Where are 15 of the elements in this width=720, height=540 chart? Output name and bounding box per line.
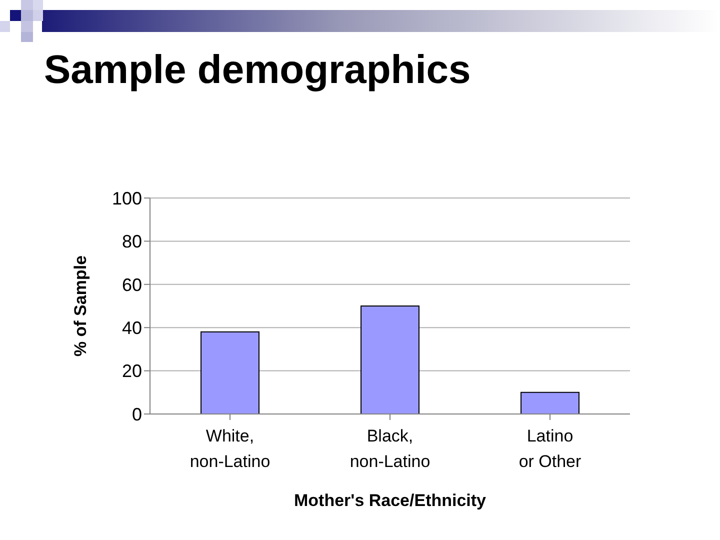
chart-title: Sample demographics	[44, 48, 471, 92]
y-tick-label: 0	[132, 404, 142, 424]
x-tick-label: Black, non-Latino	[350, 426, 430, 471]
y-tick-label: 80	[122, 232, 142, 252]
bar	[200, 331, 260, 414]
x-tick-label: Latino or Other	[518, 426, 582, 471]
bar	[520, 392, 580, 414]
y-tick-label: 40	[122, 318, 142, 338]
bar	[360, 306, 420, 414]
y-tick-label: 100	[112, 188, 142, 208]
y-axis-title: % of Sample	[71, 255, 90, 357]
y-tick-label: 20	[122, 361, 142, 382]
x-axis-title: Mother's Race/Ethnicity	[294, 491, 487, 510]
x-tick-label: White, non-Latino	[190, 426, 270, 471]
y-tick-label: 60	[122, 274, 142, 295]
